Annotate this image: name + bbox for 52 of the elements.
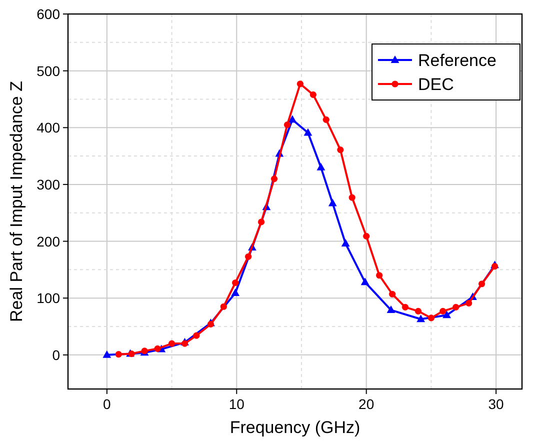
- point: [288, 115, 297, 123]
- point: [232, 279, 239, 286]
- point: [402, 304, 409, 310]
- y-axis-title: Real Part of Imput Impedance Z: [7, 81, 26, 322]
- point: [193, 332, 200, 339]
- point: [322, 116, 330, 123]
- point: [452, 304, 460, 310]
- y-tick-label: 600: [36, 6, 60, 22]
- point: [296, 80, 304, 88]
- point: [414, 308, 422, 314]
- y-tick-label: 0: [52, 346, 60, 363]
- point: [363, 232, 370, 240]
- x-tick-label: 30: [488, 396, 504, 412]
- point: [102, 350, 112, 358]
- x-axis-title: Frequency (GHz): [230, 418, 360, 437]
- x-tick-label: 10: [228, 396, 245, 412]
- point: [115, 351, 122, 358]
- point: [245, 253, 252, 260]
- point: [181, 340, 188, 347]
- point: [337, 146, 344, 154]
- point: [168, 340, 176, 347]
- point: [348, 194, 356, 201]
- point: [328, 198, 337, 206]
- point: [440, 308, 446, 314]
- point: [360, 278, 370, 286]
- point: [478, 280, 486, 288]
- point: [220, 303, 227, 310]
- point: [442, 310, 451, 318]
- point: [341, 239, 350, 247]
- point: [376, 272, 383, 279]
- y-tick-label: 500: [36, 62, 60, 79]
- y-tick-label: 100: [36, 290, 60, 306]
- point: [258, 218, 265, 226]
- x-tick-label: 0: [103, 396, 112, 412]
- point: [316, 162, 326, 170]
- x-tick-label: 20: [358, 396, 374, 412]
- y-tick-label: 200: [36, 233, 60, 250]
- point: [310, 91, 316, 98]
- point: [304, 128, 312, 136]
- y-tick-label: 300: [36, 176, 60, 192]
- point: [154, 345, 161, 352]
- point: [386, 306, 396, 314]
- point: [466, 300, 472, 307]
- legend-label: Reference: [418, 51, 496, 70]
- y-tick-label: 400: [36, 120, 60, 136]
- point: [428, 314, 434, 322]
- point: [284, 121, 291, 128]
- point: [416, 314, 426, 322]
- point: [388, 290, 396, 298]
- point: [231, 288, 240, 296]
- point: [270, 175, 278, 182]
- legend-label: DEC: [418, 75, 454, 94]
